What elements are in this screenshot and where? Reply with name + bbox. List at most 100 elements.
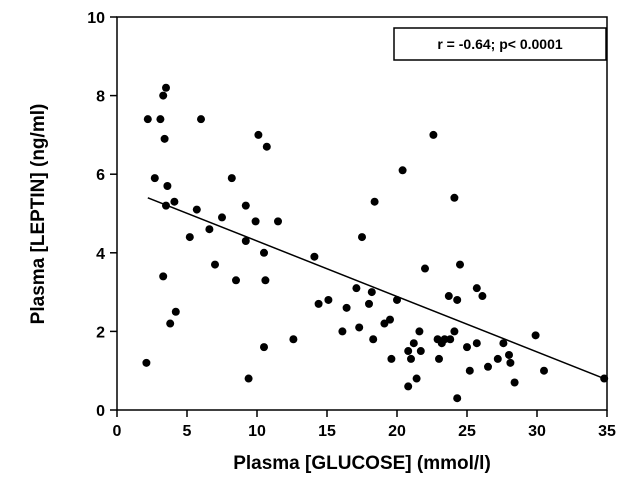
data-point [261,276,270,285]
data-point [540,366,548,375]
data-point [166,319,175,328]
data-point [478,292,487,301]
data-point [150,174,159,183]
y-tick-label: 10 [87,10,105,27]
y-tick-label: 6 [96,167,105,184]
data-point [493,354,502,363]
data-point [192,205,201,214]
data-point [324,295,333,304]
x-tick-label: 0 [113,423,122,440]
data-point [450,193,459,202]
data-point [338,327,347,336]
data-point [472,339,481,348]
data-point [314,299,323,308]
data-point [162,201,170,210]
y-tick-label: 2 [96,324,105,341]
data-point [211,260,219,269]
data-point [463,343,471,352]
data-point [205,225,214,234]
data-point [435,354,443,363]
data-point [227,174,236,183]
data-point [429,130,438,139]
data-point [450,327,459,336]
data-point [531,331,540,340]
data-point [143,115,152,124]
data-point [370,197,379,206]
data-point [386,315,394,324]
data-point [600,374,609,383]
data-point [367,288,376,297]
data-point [365,299,373,308]
data-point [506,358,515,367]
x-tick-label: 30 [528,423,546,440]
data-point [456,260,464,269]
x-tick-label: 5 [183,423,192,440]
data-point [156,115,165,124]
data-point [254,130,263,139]
data-point [310,252,319,261]
x-axis-title: Plasma [GLUCOSE] (mmol/l) [233,453,491,474]
data-point [505,350,513,359]
data-point [484,362,492,371]
x-tick-label: 10 [248,423,266,440]
fit-line [147,197,605,380]
x-tick-label: 20 [388,423,406,440]
data-point [453,295,462,304]
data-point [185,233,194,242]
data-point [398,166,407,175]
data-point [409,339,418,348]
data-point [453,394,462,403]
annotation-box [393,27,607,61]
data-point [241,237,250,246]
data-point [510,378,519,387]
data-point [404,347,413,356]
data-point [387,354,396,363]
data-point [352,284,361,293]
data-point [218,213,226,222]
data-point [416,347,425,356]
data-point [289,335,298,344]
data-point [472,284,481,293]
data-point [197,115,205,124]
data-point [412,374,421,383]
data-point [260,343,268,352]
data-point [358,233,366,242]
data-point [355,323,364,332]
data-point [142,358,151,367]
data-point [444,292,453,301]
data-point [440,335,449,344]
y-tick-label: 8 [96,89,105,106]
data-point [499,339,508,348]
data-point [232,276,240,285]
data-point [260,248,268,257]
x-tick-label: 35 [598,423,616,440]
data-point [162,83,170,92]
data-point [407,354,415,363]
data-point [241,201,250,210]
data-point [415,327,424,336]
data-point [404,382,413,391]
data-point [380,319,389,328]
y-tick-label: 0 [96,403,105,420]
data-point [159,272,168,281]
data-point [160,134,169,143]
data-point [274,217,282,226]
data-point [342,303,351,312]
plot-frame [116,16,608,411]
x-tick-label: 25 [458,423,476,440]
data-point [251,217,260,226]
data-point [159,91,168,100]
data-point [171,307,180,316]
data-point [393,295,401,304]
data-point [446,335,455,344]
data-point [170,197,179,206]
y-axis-title: Plasma [LEPTIN] (ng/ml) [28,104,49,325]
data-point [421,264,429,273]
data-point [465,366,474,375]
data-point [244,374,253,383]
x-tick-label: 15 [318,423,336,440]
data-point [262,142,271,151]
data-point [163,181,172,190]
